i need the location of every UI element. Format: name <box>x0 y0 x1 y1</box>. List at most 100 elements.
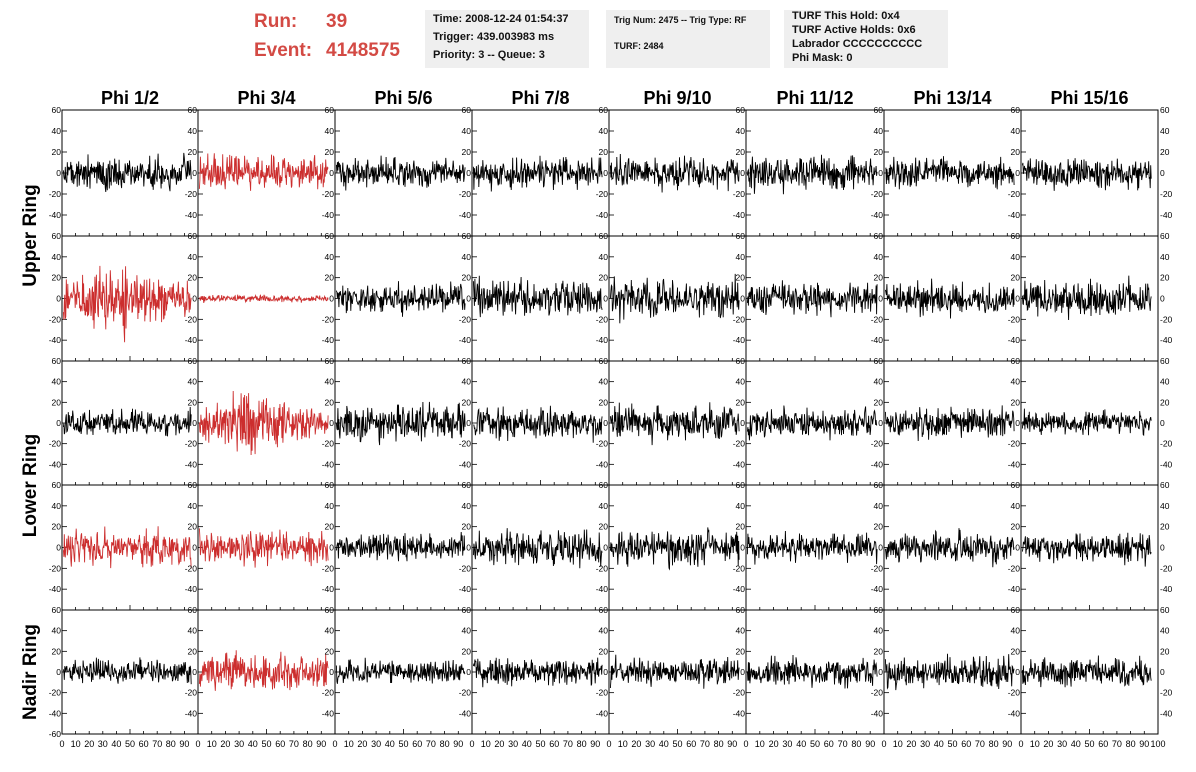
y-tick-label: 60 <box>52 480 62 490</box>
waveform-trace-highlighted <box>62 265 192 343</box>
x-tick-label: 30 <box>920 739 930 749</box>
y-tick-label: 0 <box>192 168 197 178</box>
y-tick-label: -20 <box>733 189 746 199</box>
y-tick-label: -40 <box>733 459 746 469</box>
y-tick-label-right: -20 <box>1160 189 1173 199</box>
y-tick-label-right: -40 <box>1160 210 1173 220</box>
y-tick-label-right: 40 <box>1160 501 1170 511</box>
y-tick-label: 60 <box>736 605 746 615</box>
y-tick-label: -40 <box>322 584 335 594</box>
x-tick-label: 20 <box>494 739 504 749</box>
x-tick-label: 80 <box>1126 739 1136 749</box>
y-tick-label: -40 <box>596 210 609 220</box>
x-tick-label: 30 <box>371 739 381 749</box>
y-tick-label-right: 0 <box>1160 294 1165 304</box>
y-tick-label: -40 <box>459 335 472 345</box>
column-title: Phi 9/10 <box>643 88 711 108</box>
y-tick-label: 0 <box>1015 418 1020 428</box>
y-tick-label: -20 <box>596 688 609 698</box>
x-tick-label: 0 <box>469 739 474 749</box>
waveform-trace-highlighted <box>62 526 192 569</box>
y-tick-label: 60 <box>599 480 609 490</box>
y-tick-label: 60 <box>874 356 884 366</box>
y-tick-label-right: 60 <box>1160 105 1170 115</box>
y-tick-label: 60 <box>325 356 335 366</box>
y-tick-label-right: 40 <box>1160 377 1170 387</box>
y-tick-label: 20 <box>52 646 62 656</box>
waveform-trace <box>1021 532 1152 567</box>
waveform-trace <box>609 527 740 571</box>
y-tick-label: -40 <box>49 335 62 345</box>
y-tick-label: 20 <box>52 522 62 532</box>
x-tick-label: 10 <box>481 739 491 749</box>
y-tick-label-right: 0 <box>1160 168 1165 178</box>
y-tick-label: -20 <box>1008 688 1021 698</box>
ring-label: Upper Ring <box>20 184 41 286</box>
y-tick-label: -40 <box>596 459 609 469</box>
y-tick-label: 60 <box>52 356 62 366</box>
y-tick-label-right: -40 <box>1160 459 1173 469</box>
y-tick-label: 0 <box>56 667 61 677</box>
x-tick-label: 20 <box>1043 739 1053 749</box>
y-tick-label: -40 <box>185 584 198 594</box>
y-tick-label: -20 <box>1008 189 1021 199</box>
y-tick-label: 20 <box>874 273 884 283</box>
y-tick-label: -20 <box>596 314 609 324</box>
time-line: Time: 2008-12-24 01:54:37 <box>433 13 569 25</box>
x-tick-label: 10 <box>618 739 628 749</box>
waveform-trace <box>472 528 603 569</box>
y-tick-label-right: 40 <box>1160 126 1170 136</box>
y-tick-label: -40 <box>322 459 335 469</box>
y-tick-label: -40 <box>49 584 62 594</box>
waveform-trace <box>885 156 1015 190</box>
y-tick-label: 60 <box>874 231 884 241</box>
x-tick-label: 70 <box>1112 739 1122 749</box>
y-tick-label-right: 40 <box>1160 626 1170 636</box>
y-tick-label: 40 <box>462 626 472 636</box>
x-tick-label: 80 <box>851 739 861 749</box>
x-tick-label: 60 <box>824 739 834 749</box>
x-tick-label: 50 <box>535 739 545 749</box>
x-tick-label: 70 <box>700 739 710 749</box>
waveform-trace <box>609 153 740 193</box>
y-tick-label: 0 <box>56 418 61 428</box>
y-tick-label: 0 <box>740 168 745 178</box>
panel-frame <box>608 609 747 735</box>
y-tick-label: 0 <box>603 168 608 178</box>
x-tick-label: 10 <box>207 739 217 749</box>
y-tick-label: 20 <box>462 147 472 157</box>
y-tick-label: 40 <box>188 252 198 262</box>
y-tick-label: -40 <box>459 708 472 718</box>
y-tick-label: 0 <box>192 667 197 677</box>
y-tick-label: 0 <box>603 543 608 553</box>
waveform-trace <box>335 155 466 191</box>
column-title: Phi 13/14 <box>913 88 991 108</box>
x-tick-label: 0 <box>59 739 64 749</box>
x-tick-label: 0 <box>743 739 748 749</box>
y-tick-label-bottom: -60 <box>49 729 62 739</box>
y-tick-label: -20 <box>322 688 335 698</box>
y-tick-label: 40 <box>52 377 62 387</box>
y-tick-label: -20 <box>733 439 746 449</box>
y-tick-label: 20 <box>874 147 884 157</box>
x-tick-label: 90 <box>1002 739 1012 749</box>
y-tick-label: 20 <box>599 273 609 283</box>
y-tick-label: 40 <box>188 626 198 636</box>
y-tick-label: 40 <box>736 501 746 511</box>
y-tick-label: -40 <box>185 335 198 345</box>
y-tick-label: 20 <box>736 646 746 656</box>
event-value: 4148575 <box>326 40 400 61</box>
y-tick-label: -40 <box>1008 708 1021 718</box>
x-tick-label: 80 <box>989 739 999 749</box>
y-tick-label: 40 <box>462 252 472 262</box>
waveform-trace <box>746 654 878 689</box>
x-tick-label: 70 <box>838 739 848 749</box>
waveform-trace <box>746 530 878 565</box>
y-tick-label: -40 <box>49 708 62 718</box>
x-tick-label: 70 <box>426 739 436 749</box>
y-tick-label: 60 <box>874 480 884 490</box>
y-tick-label: -40 <box>871 459 884 469</box>
x-tick-label: 60 <box>275 739 285 749</box>
x-tick-label: 60 <box>686 739 696 749</box>
x-tick-label: 20 <box>631 739 641 749</box>
